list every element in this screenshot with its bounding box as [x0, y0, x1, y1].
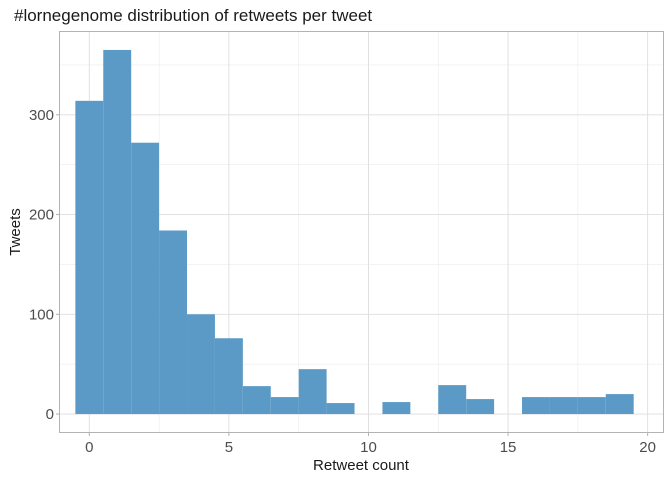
histogram-bar: [605, 394, 634, 415]
histogram-bar: [382, 402, 411, 415]
histogram-bar: [438, 385, 467, 415]
histogram-bar: [326, 403, 355, 415]
x-axis-ticks: 0 5 10 15 20: [85, 432, 656, 456]
x-tick-label: 10: [360, 439, 377, 456]
x-axis-title: Retweet count: [313, 457, 410, 474]
chart-title: #lornegenome distribution of retweets pe…: [14, 6, 372, 25]
y-tick-label: 300: [29, 107, 54, 124]
histogram-bars: [75, 49, 634, 415]
histogram-bar: [577, 397, 606, 415]
histogram-bar: [131, 142, 160, 415]
histogram-bar: [159, 230, 188, 415]
y-tick-label: 200: [29, 207, 54, 224]
histogram-bar: [270, 397, 299, 415]
y-axis-ticks: 0 100 200 300: [29, 107, 60, 423]
histogram-bar: [103, 49, 132, 415]
y-tick-label: 0: [46, 406, 54, 423]
histogram-bar: [549, 397, 578, 415]
x-tick-label: 0: [85, 439, 93, 456]
y-tick-label: 100: [29, 306, 54, 323]
histogram-bar: [214, 338, 243, 415]
histogram-bar: [466, 399, 495, 415]
histogram-bar: [75, 100, 104, 415]
y-axis-title: Tweets: [7, 208, 24, 256]
x-tick-label: 20: [639, 439, 656, 456]
x-tick-label: 5: [225, 439, 233, 456]
histogram-bar: [298, 369, 327, 415]
x-tick-label: 15: [500, 439, 517, 456]
histogram-bar: [242, 386, 271, 415]
histogram-bar: [522, 397, 550, 415]
histogram-bar: [187, 314, 215, 415]
